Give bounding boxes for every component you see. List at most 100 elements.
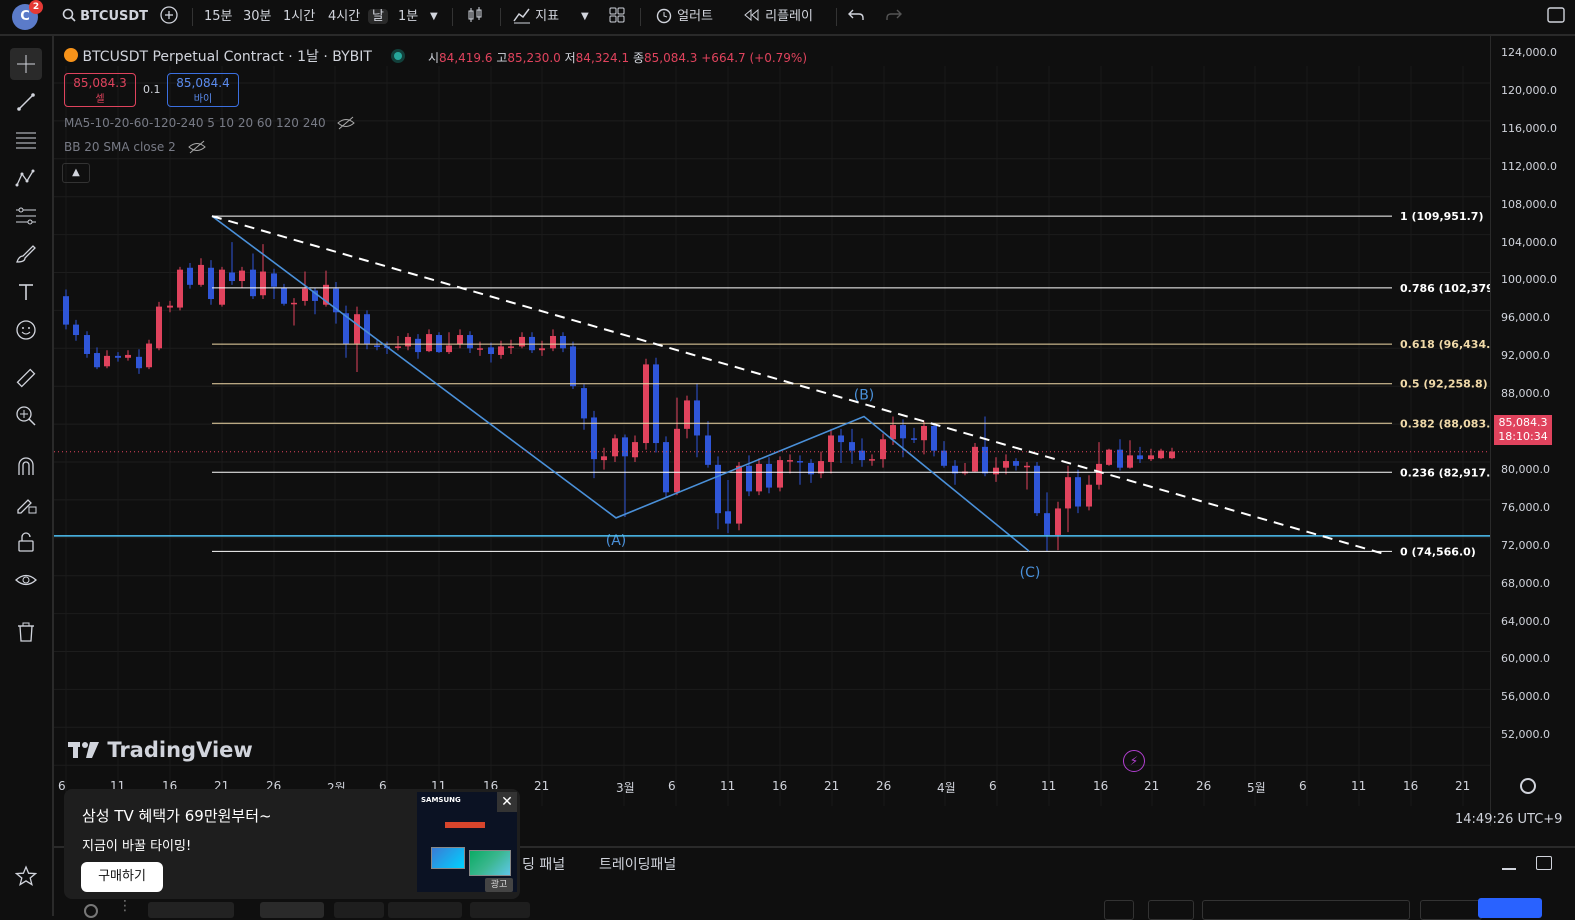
candle-body xyxy=(302,288,308,301)
ad-close-button[interactable]: ✕ xyxy=(497,792,517,812)
bb-indicator-legend[interactable]: BB 20 SMA close 2 xyxy=(64,140,206,154)
axis-settings-gear-icon[interactable] xyxy=(1520,778,1536,794)
favorites-tool[interactable] xyxy=(10,860,42,892)
candle-body xyxy=(921,425,927,441)
timeframe-4h[interactable]: 4시간 xyxy=(328,9,361,24)
buy-button[interactable]: 85,084.4 바이 xyxy=(167,73,239,107)
collapse-legend-chevron-up-icon[interactable]: ▲ xyxy=(62,163,90,183)
tab-trend[interactable] xyxy=(470,902,530,918)
ad-subtitle: 지금이 바꿀 타이밍! xyxy=(82,839,192,854)
brush-tool[interactable] xyxy=(10,238,42,270)
timeframe-1d[interactable]: 날 xyxy=(368,0,388,34)
candle-body xyxy=(1003,461,1009,468)
crosshair-icon xyxy=(17,55,35,73)
lightning-icon[interactable]: ⚡ xyxy=(1123,750,1145,772)
candle-body xyxy=(622,437,628,457)
time-tick-label: 11 xyxy=(720,779,736,793)
forecast-tool[interactable] xyxy=(10,200,42,232)
lock-drawing-tool[interactable] xyxy=(10,488,42,520)
fib-tool[interactable] xyxy=(10,124,42,156)
candle-body xyxy=(208,267,214,300)
fibonacci-retracement[interactable]: 1 (109,951.7) 0.786 (102,379.2) 0.618 (96,… xyxy=(212,210,1490,558)
fullscreen-button[interactable] xyxy=(1547,0,1565,34)
symbol-search-button[interactable]: BTCUSDT xyxy=(62,0,148,34)
replay-button[interactable]: 리플레이 xyxy=(743,0,813,34)
user-avatar[interactable]: C 2 xyxy=(12,0,43,30)
candle-body xyxy=(260,271,266,296)
eye-hidden-icon[interactable] xyxy=(337,116,356,130)
candle-body xyxy=(374,345,380,347)
tab-oscillator[interactable] xyxy=(388,902,462,918)
timeframe-15m[interactable]: 15분 xyxy=(204,9,233,24)
candle-body xyxy=(952,465,958,474)
chart-type-button[interactable] xyxy=(466,0,484,34)
price-chart[interactable]: 1 (109,951.7) 0.786 (102,379.2) 0.618 (96,… xyxy=(54,36,1490,836)
sell-button[interactable]: 85,084.3 셀 xyxy=(64,73,136,107)
divider xyxy=(836,8,837,26)
tab-trading-panel[interactable]: 트레이딩패널 xyxy=(599,857,677,873)
layout-button[interactable] xyxy=(608,0,626,34)
ad-buy-button[interactable]: 구매하기 xyxy=(81,862,163,892)
indicators-button[interactable]: 지표 xyxy=(513,0,559,34)
time-axis[interactable]: 6 11 16 21 26 2월 6 11 16 21 3월 6 11 16 21 26 4월 6 11 16 21 26… xyxy=(54,776,1490,798)
timeframe-30m[interactable]: 30분 xyxy=(243,9,272,24)
timeframe-1m[interactable]: 1분 xyxy=(398,9,419,24)
fib-level-label: 0 (74,566.0) xyxy=(1400,545,1476,558)
tab-overview-active[interactable] xyxy=(260,902,324,918)
redo-button[interactable] xyxy=(886,0,902,34)
candle-body xyxy=(880,439,886,460)
timeframe-dropdown-chevron-down-icon[interactable]: ▼ xyxy=(430,11,438,22)
candle-body xyxy=(911,438,917,440)
candle-body xyxy=(591,417,597,460)
clock-display: 14:49:26 UTC+9 xyxy=(1455,812,1563,827)
price-axis[interactable]: 124,000.0 120,000.0 116,000.0 112,000.0 108,… xyxy=(1490,36,1575,826)
market-status-icon xyxy=(394,52,403,60)
trendline-tool[interactable] xyxy=(10,86,42,118)
emoji-tool[interactable] xyxy=(10,314,42,346)
pattern-tool[interactable] xyxy=(10,162,42,194)
tab-performance[interactable] xyxy=(334,902,384,918)
eye-hidden-icon[interactable] xyxy=(187,140,206,154)
text-tool[interactable] xyxy=(10,276,42,308)
time-tick-label: 11 xyxy=(1041,779,1057,793)
mode-select[interactable] xyxy=(1420,900,1482,920)
candles-icon xyxy=(468,7,482,22)
wave-drawing[interactable]: (A) (B) (C) xyxy=(211,215,1040,581)
zoom-tool[interactable] xyxy=(10,400,42,432)
more-options-icon[interactable]: ⋮ xyxy=(118,898,132,914)
tab-trading-panel-partial[interactable]: 딩 패널 xyxy=(522,857,566,873)
filter-button[interactable] xyxy=(1478,898,1542,918)
indicators-dropdown-chevron-down-icon[interactable]: ▼ xyxy=(581,11,589,22)
timeframe-1h[interactable]: 1시간 xyxy=(283,9,316,24)
candle-body xyxy=(281,287,287,304)
alert-button[interactable]: 얼러트 xyxy=(655,0,713,34)
hide-drawings-tool[interactable] xyxy=(10,564,42,596)
alarm-clock-icon xyxy=(656,8,672,24)
candle-body xyxy=(993,467,999,475)
lock-all-tool[interactable] xyxy=(10,526,42,558)
time-tick-label: 4월 xyxy=(937,781,956,795)
window-icon xyxy=(1547,7,1565,23)
candle-body xyxy=(612,438,618,457)
download-button[interactable] xyxy=(1104,900,1134,920)
minimize-panel-icon[interactable] xyxy=(1502,868,1516,870)
maximize-panel-icon[interactable] xyxy=(1536,856,1552,870)
symbol-legend[interactable]: BTCUSDT Perpetual Contract · 1날 · BYBIT xyxy=(64,46,403,66)
price-tick-label: 100,000.0 xyxy=(1501,273,1557,287)
currency-select[interactable] xyxy=(1202,900,1410,920)
horizontal-lines-icon xyxy=(16,132,36,149)
measure-tool[interactable] xyxy=(10,362,42,394)
last-price-value: 85,084.3 xyxy=(1498,416,1548,429)
magnet-tool[interactable] xyxy=(10,450,42,482)
candle-body xyxy=(498,346,504,355)
ma-indicator-legend[interactable]: MA5-10-20-60-120-240 5 10 20 60 120 240 xyxy=(64,116,356,130)
filter-dropdown[interactable] xyxy=(148,902,234,918)
remove-drawings-tool[interactable] xyxy=(10,616,42,648)
crosshair-tool[interactable] xyxy=(10,48,42,80)
trend-lines[interactable] xyxy=(54,215,1490,555)
advertisement-popup[interactable]: 삼성 TV 혜택가 69만원부터~ 지금이 바꿀 타이밍! 구매하기 SAMSU… xyxy=(64,789,520,899)
compare-add-button[interactable] xyxy=(160,0,178,34)
interval-select[interactable] xyxy=(1148,900,1194,920)
smiley-icon xyxy=(16,320,36,340)
undo-button[interactable] xyxy=(848,0,864,34)
